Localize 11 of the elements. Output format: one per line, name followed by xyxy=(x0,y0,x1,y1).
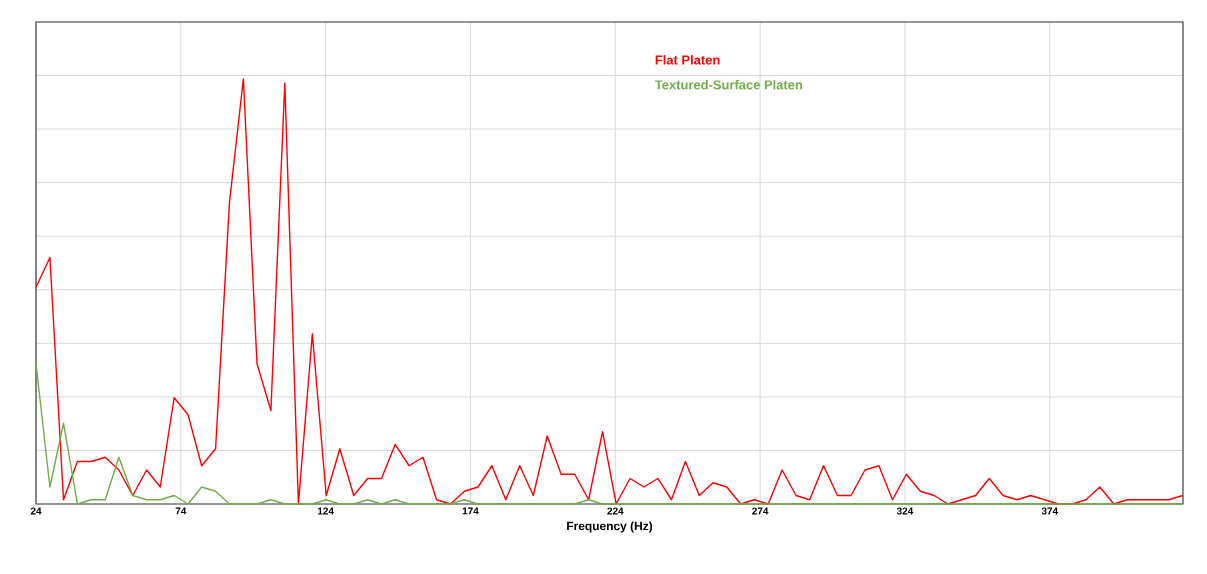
x-tick-label: 274 xyxy=(752,507,769,515)
x-tick-label: 324 xyxy=(896,507,914,515)
x-tick-label: 224 xyxy=(607,507,624,515)
text: Flat Platen xyxy=(655,55,720,65)
x-tick-label: 74 xyxy=(175,507,187,515)
x-tick-label: 24 xyxy=(30,507,42,515)
text: Textured-Surface Platen xyxy=(654,79,803,90)
x-tick-label: 374 xyxy=(1041,507,1058,515)
x-tick-label: 174 xyxy=(462,507,479,515)
x-tick-label: 124 xyxy=(317,507,334,515)
x-axis-title: Frequency (Hz) xyxy=(567,521,653,533)
